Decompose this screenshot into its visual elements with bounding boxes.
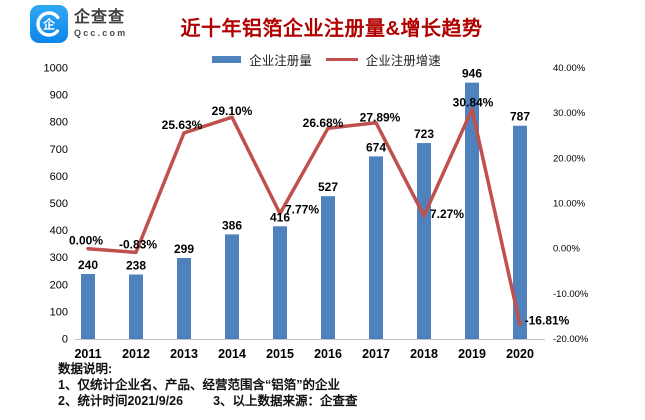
- growth-trend-line: [86, 107, 522, 327]
- x-axis-tick-label: 2012: [122, 347, 150, 361]
- qcc-logo-icon: 企: [30, 5, 68, 43]
- growth-rate-label: -16.81%: [525, 314, 570, 328]
- left-axis-tick-label: 100: [50, 306, 68, 318]
- bar-value-label: 674: [366, 140, 386, 154]
- logo-domain: Qcc.com: [74, 27, 128, 38]
- bar-legend-label: 企业注册量: [249, 54, 312, 68]
- right-axis-tick-label: 10.00%: [553, 199, 586, 210]
- bar-value-label: 386: [222, 218, 242, 232]
- growth-rate-label: 25.63%: [162, 118, 203, 132]
- left-axis-tick-label: 300: [50, 252, 68, 264]
- notes-line-2: 2、统计时间2021/9/26: [58, 394, 184, 408]
- bar-2016: [321, 196, 335, 339]
- notes-line-1: 1、仅统计企业名、产品、经营范围含“铝箔”的企业: [58, 378, 340, 392]
- bar-2015: [273, 226, 287, 339]
- bar-2018: [417, 143, 431, 339]
- right-axis-tick-label: 30.00%: [553, 108, 586, 119]
- x-axis-tick-label: 2018: [410, 347, 438, 361]
- x-axis-tick-label: 2011: [74, 347, 101, 361]
- x-axis-tick-label: 2020: [506, 347, 534, 361]
- left-axis-tick-label: 200: [50, 279, 68, 291]
- logo-text: 企查查 Qcc.com: [74, 8, 128, 38]
- notes-heading: 数据说明:: [58, 362, 113, 376]
- growth-rate-label: 0.00%: [69, 234, 103, 248]
- growth-rate-label: 27.89%: [360, 111, 401, 125]
- growth-rate-label: 7.27%: [430, 207, 464, 221]
- chart-legend: 企业注册量 企业注册增速: [0, 50, 645, 69]
- bar-2013: [177, 257, 191, 339]
- logo-brand: 企查查: [74, 8, 126, 26]
- bar-2017: [369, 156, 383, 339]
- left-axis-tick-label: 500: [50, 198, 68, 210]
- svg-text:企: 企: [42, 17, 56, 32]
- growth-rate-label: -0.83%: [119, 237, 157, 251]
- right-axis-tick-label: -10.00%: [553, 289, 589, 300]
- bar-value-label: 723: [414, 127, 434, 141]
- x-axis-tick-label: 2013: [170, 347, 198, 361]
- x-axis-tick-label: 2016: [314, 347, 342, 361]
- x-axis-tick-label: 2015: [266, 347, 294, 361]
- growth-rate-label: 7.77%: [285, 203, 319, 217]
- bar-value-label: 527: [318, 180, 338, 194]
- left-axis-tick-label: 0: [62, 334, 68, 346]
- data-notes: 数据说明: 1、仅统计企业名、产品、经营范围含“铝箔”的企业 2、统计时间202…: [58, 361, 358, 409]
- bar-2012: [129, 274, 143, 339]
- right-axis-tick-label: 40.00%: [553, 63, 586, 74]
- bar-value-label: 946: [462, 67, 482, 81]
- right-axis-tick-label: 20.00%: [553, 153, 586, 164]
- bar-value-label: 299: [174, 242, 194, 256]
- bar-value-label: 240: [78, 258, 98, 272]
- bar-2019: [465, 82, 479, 339]
- line-legend-swatch-icon: [325, 57, 358, 62]
- growth-rate-label: 30.84%: [453, 95, 494, 109]
- bar-value-label: 787: [510, 110, 530, 124]
- bar-legend-swatch-icon: [212, 56, 242, 63]
- left-axis-tick-label: 400: [50, 225, 68, 237]
- left-axis-tick-label: 600: [50, 171, 68, 183]
- right-axis-tick-label: 0.00%: [553, 244, 580, 255]
- left-axis-tick-label: 1000: [44, 63, 68, 75]
- left-axis-tick-label: 800: [50, 117, 68, 129]
- bar-value-label: 238: [126, 259, 146, 273]
- x-axis-tick-label: 2017: [362, 347, 390, 361]
- bar-2020: [513, 125, 527, 340]
- line-legend-label: 企业注册增速: [365, 54, 441, 68]
- x-axis-tick-label: 2014: [218, 347, 246, 361]
- page-title: 近十年铝箔企业注册量&增长趋势: [180, 18, 483, 40]
- x-axis-tick-label: 2019: [458, 347, 486, 361]
- left-axis-tick-label: 700: [50, 144, 68, 156]
- notes-line-2-3: 2、统计时间2021/9/26 3、以上数据来源：企查查: [58, 393, 358, 409]
- growth-rate-label: 26.68%: [303, 116, 344, 130]
- growth-rate-label: 29.10%: [212, 104, 253, 118]
- left-axis-tick-label: 900: [50, 90, 68, 102]
- bar-value-label: 416: [270, 210, 290, 224]
- bar-2014: [225, 234, 239, 339]
- bar-2011: [81, 273, 95, 339]
- notes-line-3: 3、以上数据来源：企查查: [213, 394, 358, 408]
- right-axis-tick-label: -20.00%: [553, 334, 589, 345]
- qcc-logo: 企 企查查 Qcc.com: [30, 5, 127, 43]
